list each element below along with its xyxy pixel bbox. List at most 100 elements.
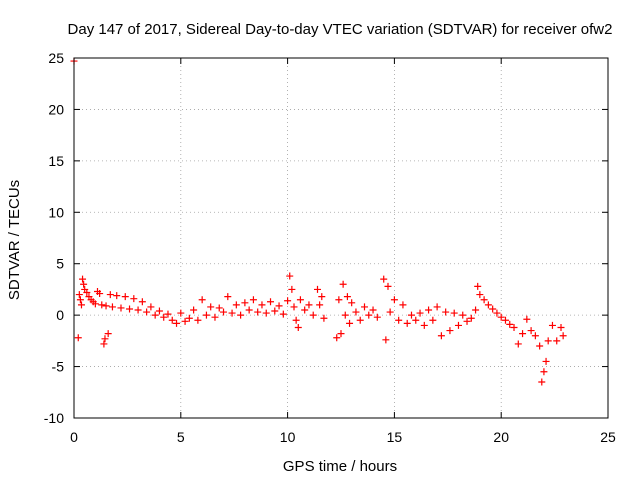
data-point [147,303,155,311]
data-point [288,285,296,293]
data-point [527,327,535,335]
data-point [523,315,531,323]
y-axis-label: SDTVAR / TECUs [6,180,23,300]
data-point [467,314,475,322]
data-point [497,313,505,321]
data-point [463,317,471,325]
data-point [352,308,360,316]
y-tick-label: -5 [52,359,65,375]
data-point [83,289,91,297]
data-point [245,306,253,314]
data-point [536,342,544,350]
x-axis-label: GPS time / hours [283,458,397,475]
data-point [173,319,181,327]
data-point [292,316,300,324]
data-point [258,301,266,309]
data-point [489,305,497,313]
data-point [557,323,565,331]
data-point [484,301,492,309]
data-point [101,335,109,343]
data-point [442,308,450,316]
data-point [301,306,309,314]
data-point [399,301,407,309]
data-point [232,301,240,309]
y-tick-label: 0 [56,307,64,323]
data-point [531,332,539,340]
data-point [510,323,518,331]
y-tick-label: 5 [56,256,64,272]
data-point [320,314,328,322]
y-tick-label: 10 [48,204,64,220]
data-point [262,309,270,317]
data-point [373,313,381,321]
data-point [459,311,467,319]
data-point [382,336,390,344]
data-point [369,306,377,314]
data-point [98,301,106,309]
data-point [395,316,403,324]
data-point [290,303,298,311]
data-point [305,301,313,309]
data-point [138,298,146,306]
data-point [113,292,121,300]
data-point [80,280,88,288]
x-tick-label: 10 [280,429,296,445]
data-point [519,330,527,338]
data-point [79,275,87,283]
data-point [151,311,159,319]
data-point [202,311,210,319]
grid-lines [74,58,608,418]
data-point [134,306,142,314]
data-point [126,305,134,313]
data-point [76,296,84,304]
data-point [384,282,392,290]
data-point [390,296,398,304]
data-point [425,306,433,314]
data-point [220,308,228,316]
chart-title: Day 147 of 2017, Sidereal Day-to-day VTE… [68,21,613,38]
data-point [237,311,245,319]
data-point [267,298,275,306]
data-point [446,327,454,335]
data-point [365,311,373,319]
data-point [333,334,341,342]
data-point [275,302,283,310]
data-point [316,301,324,309]
data-point [416,309,424,317]
data-point [493,309,501,317]
y-tick-label: 25 [48,50,64,66]
y-tick-label: 15 [48,153,64,169]
data-point [318,293,326,301]
data-point [284,297,292,305]
data-point [106,291,114,299]
data-point [254,308,262,316]
data-point [538,378,546,386]
data-point [130,295,138,303]
data-points [70,57,567,386]
data-point [476,291,484,299]
data-point [474,282,482,290]
data-point [407,311,415,319]
data-point [224,293,232,301]
data-point [194,316,202,324]
x-tick-label: 15 [387,429,403,445]
data-point [337,330,345,338]
data-point [177,309,185,317]
data-point [100,340,108,348]
data-point [341,311,349,319]
data-point [181,317,189,325]
data-point [403,319,411,327]
x-tick-label: 25 [600,429,616,445]
data-point [168,316,176,324]
data-point [155,307,163,315]
data-point [286,272,294,280]
data-point [117,304,125,312]
data-point [454,321,462,329]
data-point [77,301,85,309]
data-point [559,332,567,340]
data-point [215,304,223,312]
data-point [548,321,556,329]
data-point [211,313,219,321]
data-point [412,316,420,324]
